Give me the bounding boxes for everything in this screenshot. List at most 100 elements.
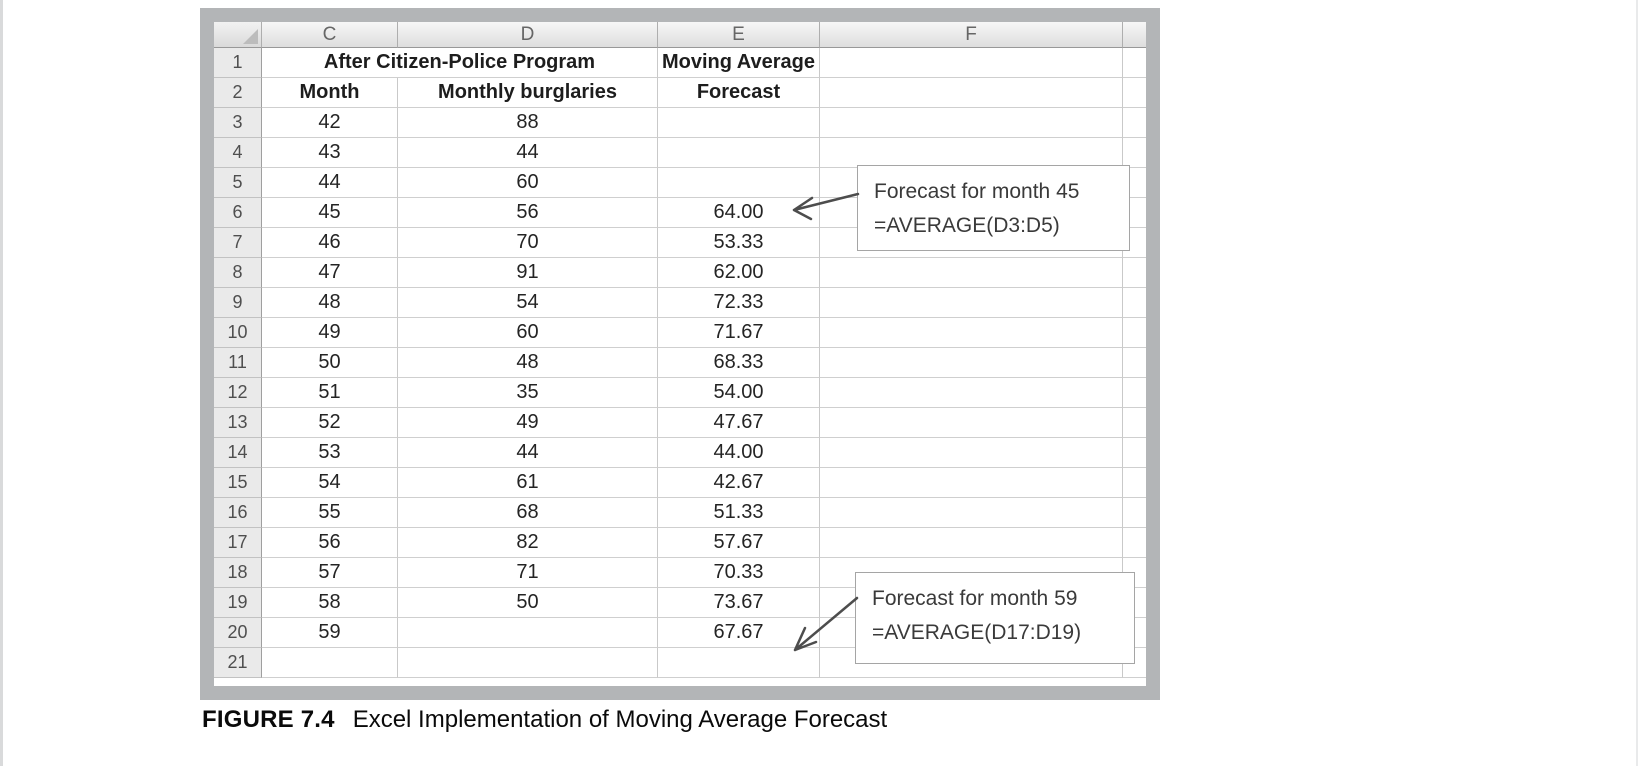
cell-d9[interactable]: 54 [398,288,658,318]
row-header-6[interactable]: 6 [214,198,262,228]
cell-f13[interactable] [820,408,1123,438]
cell-c10[interactable]: 49 [262,318,398,348]
cell-e6[interactable]: 64.00 [658,198,820,228]
cell-c16[interactable]: 55 [262,498,398,528]
cell-d4[interactable]: 44 [398,138,658,168]
cell-d10[interactable]: 60 [398,318,658,348]
cell-f3[interactable] [820,108,1123,138]
column-header-d[interactable]: D [398,22,658,48]
cell-e20[interactable]: 67.67 [658,618,820,648]
cell-c7[interactable]: 46 [262,228,398,258]
cell-e19[interactable]: 73.67 [658,588,820,618]
cell-d18[interactable]: 71 [398,558,658,588]
row-header-17[interactable]: 17 [214,528,262,558]
column-header-e[interactable]: E [658,22,820,48]
cell-e10[interactable]: 71.67 [658,318,820,348]
cell-f12[interactable] [820,378,1123,408]
cell-c9[interactable]: 48 [262,288,398,318]
cell-c12[interactable]: 51 [262,378,398,408]
cell-e13[interactable]: 47.67 [658,408,820,438]
cell-d13[interactable]: 49 [398,408,658,438]
cell-d21[interactable] [398,648,658,678]
cell-d12[interactable]: 35 [398,378,658,408]
row-header-9[interactable]: 9 [214,288,262,318]
cell-e8[interactable]: 62.00 [658,258,820,288]
row-header-5[interactable]: 5 [214,168,262,198]
cell-c18[interactable]: 57 [262,558,398,588]
row-header-14[interactable]: 14 [214,438,262,468]
cell-d2[interactable]: Monthly burglaries [398,78,658,108]
row-header-16[interactable]: 16 [214,498,262,528]
row-header-2[interactable]: 2 [214,78,262,108]
cell-f9[interactable] [820,288,1123,318]
cell-e4[interactable] [658,138,820,168]
cell-c21[interactable] [262,648,398,678]
cell-d5[interactable]: 60 [398,168,658,198]
column-header-c[interactable]: C [262,22,398,48]
cell-e1[interactable]: Moving Average [658,48,820,78]
cell-c14[interactable]: 53 [262,438,398,468]
cell-e5[interactable] [658,168,820,198]
cell-d7[interactable]: 70 [398,228,658,258]
row-header-15[interactable]: 15 [214,468,262,498]
cell-f15[interactable] [820,468,1123,498]
cell-d20[interactable] [398,618,658,648]
cell-f1[interactable] [820,48,1123,78]
row-header-18[interactable]: 18 [214,558,262,588]
cell-e3[interactable] [658,108,820,138]
cell-d8[interactable]: 91 [398,258,658,288]
cell-f8[interactable] [820,258,1123,288]
cell-c2[interactable]: Month [262,78,398,108]
cell-c11[interactable]: 50 [262,348,398,378]
cell-f4[interactable] [820,138,1123,168]
cell-c4[interactable]: 43 [262,138,398,168]
cell-d17[interactable]: 82 [398,528,658,558]
row-header-13[interactable]: 13 [214,408,262,438]
row-header-1[interactable]: 1 [214,48,262,78]
cell-c3[interactable]: 42 [262,108,398,138]
cell-e9[interactable]: 72.33 [658,288,820,318]
cell-e12[interactable]: 54.00 [658,378,820,408]
cell-c15[interactable]: 54 [262,468,398,498]
cell-c17[interactable]: 56 [262,528,398,558]
cell-e21[interactable] [658,648,820,678]
cell-e11[interactable]: 68.33 [658,348,820,378]
cell-f14[interactable] [820,438,1123,468]
cell-e14[interactable]: 44.00 [658,438,820,468]
cell-e15[interactable]: 42.67 [658,468,820,498]
row-header-7[interactable]: 7 [214,228,262,258]
cell-c1-d1-merged[interactable]: After Citizen-Police Program [262,48,658,78]
select-all-corner[interactable] [214,22,262,48]
row-header-21[interactable]: 21 [214,648,262,678]
cell-f17[interactable] [820,528,1123,558]
row-header-20[interactable]: 20 [214,618,262,648]
cell-d15[interactable]: 61 [398,468,658,498]
cell-e2[interactable]: Forecast [658,78,820,108]
cell-c13[interactable]: 52 [262,408,398,438]
row-header-3[interactable]: 3 [214,108,262,138]
cell-f10[interactable] [820,318,1123,348]
cell-d19[interactable]: 50 [398,588,658,618]
cell-e7[interactable]: 53.33 [658,228,820,258]
row-header-4[interactable]: 4 [214,138,262,168]
cell-d16[interactable]: 68 [398,498,658,528]
row-header-8[interactable]: 8 [214,258,262,288]
cell-c8[interactable]: 47 [262,258,398,288]
cell-f16[interactable] [820,498,1123,528]
cell-e16[interactable]: 51.33 [658,498,820,528]
row-header-19[interactable]: 19 [214,588,262,618]
column-header-f[interactable]: F [820,22,1123,48]
cell-c20[interactable]: 59 [262,618,398,648]
cell-d6[interactable]: 56 [398,198,658,228]
cell-d14[interactable]: 44 [398,438,658,468]
cell-e17[interactable]: 57.67 [658,528,820,558]
cell-f2[interactable] [820,78,1123,108]
cell-e18[interactable]: 70.33 [658,558,820,588]
cell-c19[interactable]: 58 [262,588,398,618]
row-header-10[interactable]: 10 [214,318,262,348]
row-header-12[interactable]: 12 [214,378,262,408]
cell-d3[interactable]: 88 [398,108,658,138]
cell-c6[interactable]: 45 [262,198,398,228]
row-header-11[interactable]: 11 [214,348,262,378]
cell-f11[interactable] [820,348,1123,378]
